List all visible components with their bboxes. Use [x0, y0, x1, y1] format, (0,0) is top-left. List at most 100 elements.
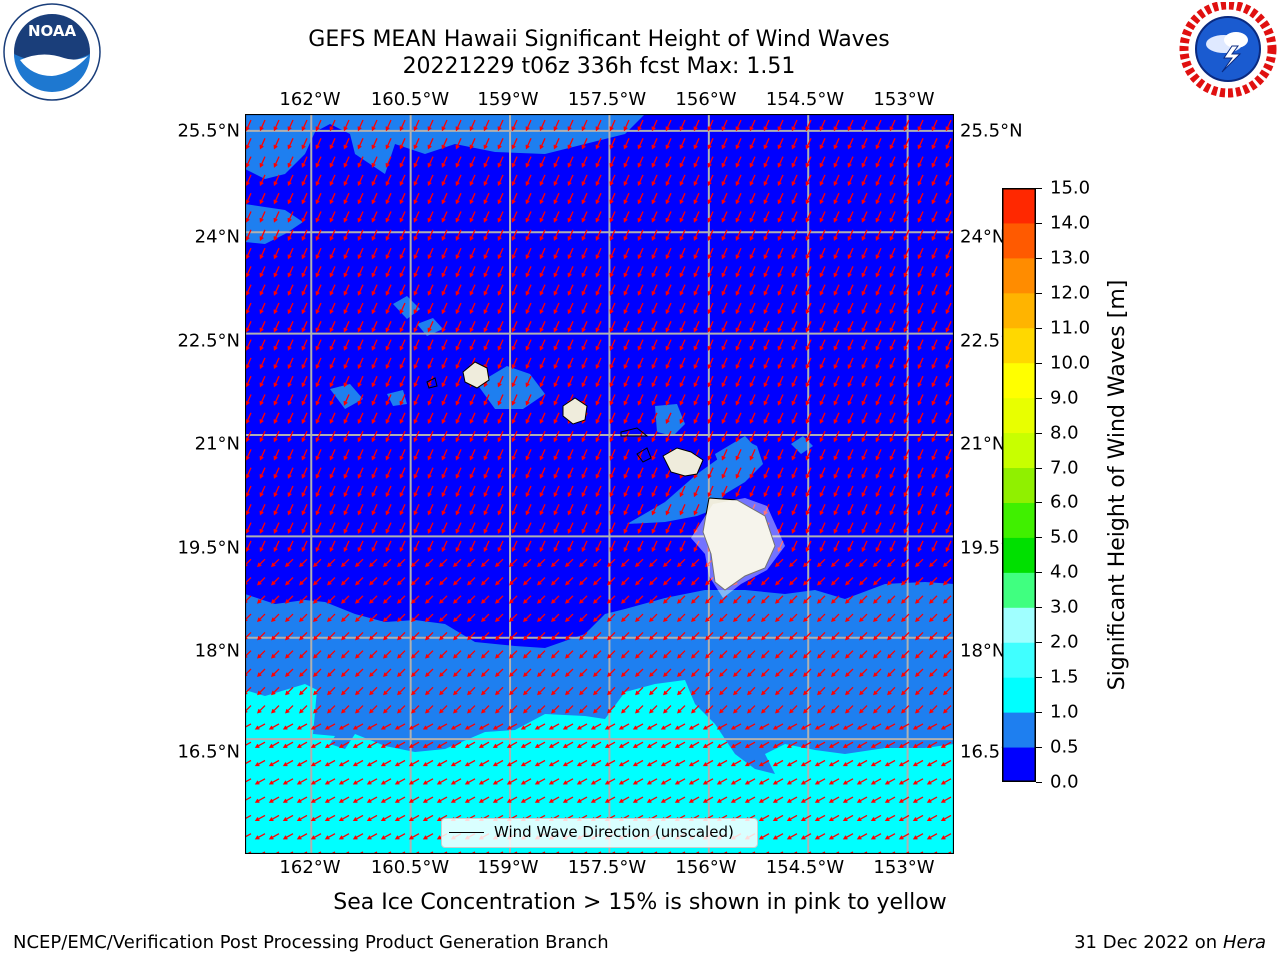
- wave-arrow: [945, 412, 952, 425]
- colorbar-tick-mark: [1036, 747, 1042, 749]
- wave-arrow: [721, 284, 728, 296]
- wave-arrow: [819, 449, 826, 461]
- wave-arrow: [917, 375, 924, 388]
- wave-arrow: [945, 302, 952, 315]
- wave-arrow: [805, 156, 812, 168]
- wave-arrow: [775, 668, 784, 677]
- wave-arrow: [441, 485, 448, 498]
- wave-arrow: [497, 339, 504, 351]
- wave-arrow: [301, 321, 308, 333]
- wave-arrow: [693, 174, 700, 187]
- wave-arrow: [497, 522, 504, 534]
- wave-arrow: [254, 759, 266, 767]
- wave-arrow: [464, 741, 476, 748]
- wave-arrow: [268, 814, 280, 822]
- wave-arrow: [427, 394, 434, 406]
- wave-arrow: [329, 266, 336, 278]
- wave-arrow: [887, 631, 896, 641]
- wave-arrow: [679, 412, 686, 425]
- wave-arrow: [581, 357, 588, 370]
- wave-arrow: [903, 504, 910, 516]
- wave-arrow: [903, 430, 910, 443]
- wave-arrow: [299, 631, 308, 641]
- wave-arrow: [777, 412, 784, 425]
- wave-arrow: [917, 138, 924, 150]
- wave-arrow: [763, 211, 770, 223]
- wave-arrow: [343, 174, 350, 187]
- wave-arrow: [301, 247, 308, 260]
- wave-arrow: [637, 119, 644, 132]
- map-plot: [245, 114, 954, 854]
- wave-arrow: [917, 119, 924, 132]
- wave-arrow: [677, 650, 686, 659]
- wave-arrow: [383, 686, 392, 696]
- wave-arrow: [833, 247, 840, 260]
- island-molokai: [620, 427, 649, 437]
- wave-arrow: [887, 595, 896, 604]
- wave-arrow: [817, 613, 826, 623]
- wave-arrow: [898, 778, 910, 785]
- wave-arrow: [901, 595, 910, 604]
- wave-arrow: [749, 119, 756, 132]
- wave-arrow: [607, 686, 616, 696]
- wave-arrow: [551, 631, 560, 641]
- wave-arrow: [777, 504, 784, 516]
- wave-arrow: [777, 302, 784, 315]
- wave-arrow: [551, 686, 560, 696]
- wave-arrow: [341, 686, 350, 696]
- wave-arrow: [609, 156, 616, 168]
- wave-arrow: [884, 796, 896, 803]
- wave-arrow: [301, 119, 308, 132]
- wave-arrow: [539, 394, 546, 406]
- lat-tick-left: 18°N: [194, 640, 240, 662]
- wave-arrow: [287, 174, 294, 187]
- wave-arrow: [492, 759, 504, 767]
- wave-arrow: [413, 247, 420, 260]
- wave-arrow: [688, 759, 700, 767]
- wave-arrow: [299, 558, 308, 568]
- wave-arrow: [845, 851, 854, 854]
- wave-arrow: [691, 613, 700, 623]
- wave-arrow: [497, 467, 504, 479]
- wave-arrow: [483, 192, 490, 205]
- wave-arrow: [665, 192, 672, 205]
- wave-arrow: [595, 375, 602, 388]
- wave-arrow: [537, 668, 546, 677]
- wave-arrow: [523, 558, 532, 568]
- wave-arrow: [273, 375, 280, 388]
- wave-arrow: [679, 321, 686, 333]
- wave-arrow: [553, 302, 560, 315]
- lon-tick-bottom: 159°W: [477, 857, 539, 878]
- wave-arrow: [357, 430, 364, 443]
- wave-arrow: [301, 174, 308, 187]
- wave-arrow: [399, 284, 406, 296]
- wave-arrow: [763, 394, 770, 406]
- wave-arrow: [534, 759, 546, 767]
- wave-arrow: [623, 321, 630, 333]
- wave-arrow: [691, 668, 700, 677]
- map-frame: [245, 114, 954, 854]
- wave-arrow: [394, 814, 406, 822]
- wave-arrow: [917, 430, 924, 443]
- lon-tick-bottom: 153°W: [873, 857, 935, 878]
- wave-arrow: [884, 814, 896, 822]
- wave-arrow: [593, 577, 602, 586]
- wave-arrow: [805, 174, 812, 187]
- wave-arrow: [763, 357, 770, 370]
- wave-arrow: [399, 211, 406, 223]
- wave-arrow: [385, 138, 392, 150]
- wave-arrow: [341, 613, 350, 623]
- wave-arrow: [301, 211, 308, 223]
- wave-arrow: [707, 156, 714, 168]
- wave-arrow: [707, 430, 714, 443]
- wave-arrow: [791, 412, 798, 425]
- wave-arrow: [721, 266, 728, 278]
- wave-arrow: [441, 266, 448, 278]
- wave-arrow: [929, 650, 938, 659]
- wave-arrow: [408, 741, 420, 748]
- wave-arrow: [366, 833, 378, 840]
- wave-arrow: [609, 174, 616, 187]
- wave-arrow: [735, 192, 742, 205]
- wave-arrow: [828, 833, 840, 840]
- wave-arrow: [775, 851, 784, 854]
